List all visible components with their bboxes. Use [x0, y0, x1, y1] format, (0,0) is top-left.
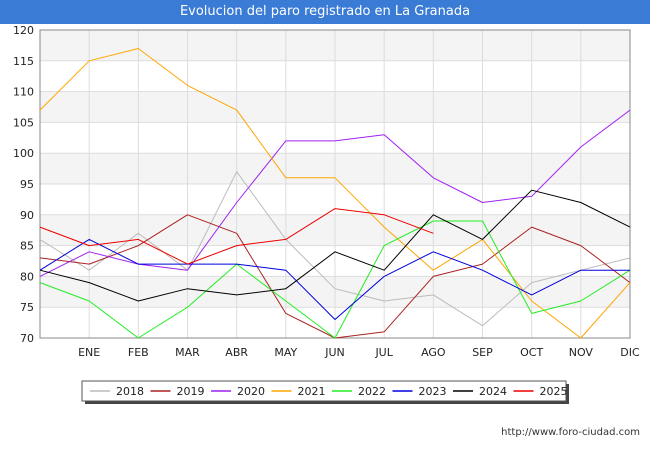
legend-box — [81, 380, 567, 402]
y-tick-label: 80 — [20, 270, 34, 283]
series-line-2021 — [39, 48, 631, 339]
y-tick-label: 120 — [13, 24, 34, 37]
legend-label-2022: 2022 — [358, 385, 386, 398]
y-tick-label: 70 — [20, 332, 34, 345]
legend: 2018 2019 2020 2021 2022 2023 2024 2025 — [81, 380, 569, 404]
x-tick-label: DIC — [620, 346, 640, 359]
series-lines — [39, 48, 631, 339]
y-tick-label: 85 — [20, 240, 34, 253]
x-tick-label: MAR — [175, 346, 200, 359]
legend-label-2019: 2019 — [177, 385, 205, 398]
x-tick-label: OCT — [520, 346, 543, 359]
y-tick-label: 105 — [13, 116, 34, 129]
x-tick-label: FEB — [128, 346, 149, 359]
x-tick-label: ENE — [78, 346, 100, 359]
x-tick-label: AGO — [421, 346, 446, 359]
y-tick-label: 115 — [13, 55, 34, 68]
x-tick-label: NOV — [569, 346, 594, 359]
y-tick-label: 100 — [13, 147, 34, 160]
series-line-2024 — [39, 189, 631, 302]
series-line-2025 — [39, 208, 434, 265]
source-credit: http://www.foro-ciudad.com — [501, 427, 640, 438]
y-axis-ticks: 70 75 80 85 90 95 100 105 110 115 120 — [13, 24, 34, 345]
x-axis-ticks: ENE FEB MAR ABR MAY JUN JUL AGO SEP OCT NOV DIC — [78, 346, 640, 359]
x-tick-label: JUL — [374, 346, 393, 359]
y-tick-label: 75 — [20, 301, 34, 314]
chart-title: Evolucion del paro registrado en La Gran… — [0, 0, 650, 24]
legend-label-2018: 2018 — [116, 385, 144, 398]
legend-label-2020: 2020 — [237, 385, 265, 398]
y-tick-label: 110 — [13, 86, 34, 99]
y-tick-label: 95 — [20, 178, 34, 191]
series-line-2022 — [39, 220, 631, 339]
x-tick-label: JUN — [324, 346, 345, 359]
y-tick-label: 90 — [20, 209, 34, 222]
legend-label-2024: 2024 — [479, 385, 507, 398]
x-tick-label: ABR — [225, 346, 248, 359]
x-tick-label: SEP — [472, 346, 493, 359]
x-tick-label: MAY — [274, 346, 297, 359]
series-line-2023 — [39, 238, 630, 320]
series-line-2018 — [39, 171, 631, 327]
legend-label-2023: 2023 — [419, 385, 447, 398]
legend-label-2021: 2021 — [298, 385, 326, 398]
legend-label-2025: 2025 — [540, 385, 568, 398]
